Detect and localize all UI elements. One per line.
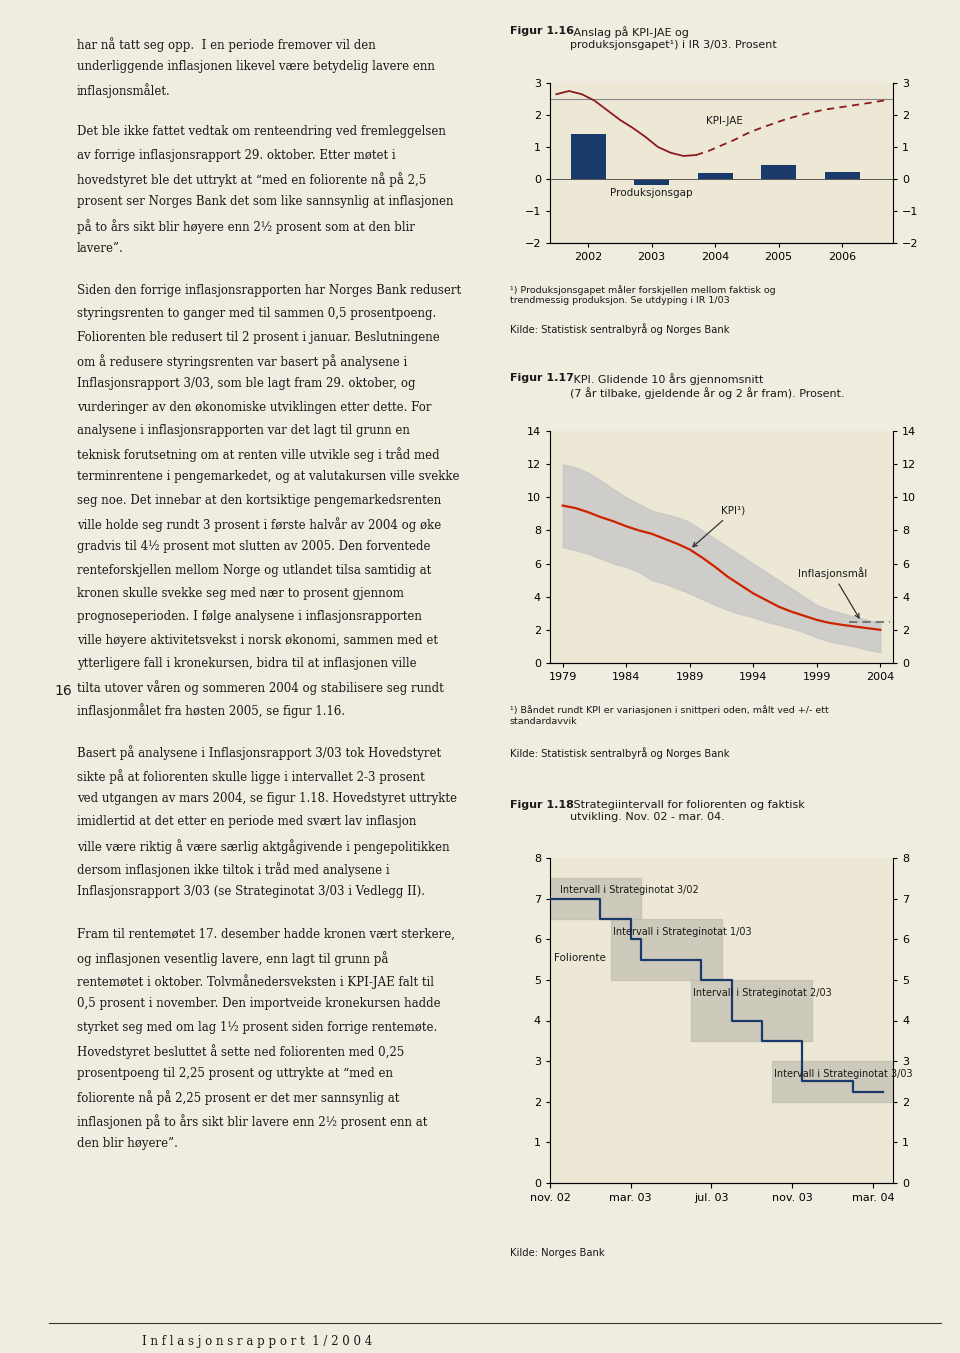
Text: 0,5 prosent i november. Den importveide kronekursen hadde: 0,5 prosent i november. Den importveide … xyxy=(77,997,441,1011)
Text: rentemøtet i oktober. Tolvmånedersveksten i KPI-JAE falt til: rentemøtet i oktober. Tolvmånedersvekste… xyxy=(77,974,434,989)
Text: renteforskjellen mellom Norge og utlandet tilsa samtidig at: renteforskjellen mellom Norge og utlande… xyxy=(77,564,431,576)
Text: Anslag på KPI-JAE og
produksjonsgapet¹) i IR 3/03. Prosent: Anslag på KPI-JAE og produksjonsgapet¹) … xyxy=(569,26,777,50)
Text: analysene i inflasjonsrapporten var det lagt til grunn en: analysene i inflasjonsrapporten var det … xyxy=(77,423,410,437)
Bar xyxy=(825,172,859,179)
Text: har nå tatt seg opp.  I en periode fremover vil den: har nå tatt seg opp. I en periode fremov… xyxy=(77,37,375,51)
Text: inflasjonen på to års sikt blir lavere enn 2½ prosent enn at: inflasjonen på to års sikt blir lavere e… xyxy=(77,1114,427,1128)
Text: ville holde seg rundt 3 prosent i første halvår av 2004 og øke: ville holde seg rundt 3 prosent i første… xyxy=(77,517,442,532)
Text: Inflasjonsmål: Inflasjonsmål xyxy=(798,567,867,618)
Text: gradvis til 4½ prosent mot slutten av 2005. Den forventede: gradvis til 4½ prosent mot slutten av 20… xyxy=(77,540,430,553)
Text: Figur 1.17: Figur 1.17 xyxy=(510,373,573,383)
Text: på to års sikt blir høyere enn 2½ prosent som at den blir: på to års sikt blir høyere enn 2½ prosen… xyxy=(77,219,415,234)
Text: vurderinger av den økonomiske utviklingen etter dette. For: vurderinger av den økonomiske utviklinge… xyxy=(77,400,431,414)
Text: og inflasjonen vesentlig lavere, enn lagt til grunn på: og inflasjonen vesentlig lavere, enn lag… xyxy=(77,951,389,966)
Text: Figur 1.16: Figur 1.16 xyxy=(510,26,574,37)
Text: imidlertid at det etter en periode med svært lav inflasjon: imidlertid at det etter en periode med s… xyxy=(77,816,417,828)
Bar xyxy=(698,173,732,179)
Text: ville være riktig å være særlig aktgågivende i pengepolitikken: ville være riktig å være særlig aktgågiv… xyxy=(77,839,449,854)
Text: KPI-JAE: KPI-JAE xyxy=(706,116,742,126)
Text: seg noe. Det innebar at den kortsiktige pengemarkedsrenten: seg noe. Det innebar at den kortsiktige … xyxy=(77,494,442,507)
Text: Det ble ikke fattet vedtak om renteendring ved fremleggelsen: Det ble ikke fattet vedtak om renteendri… xyxy=(77,126,445,138)
Bar xyxy=(761,165,796,179)
Text: Basert på analysene i Inflasjonsrapport 3/03 tok Hovedstyret: Basert på analysene i Inflasjonsrapport … xyxy=(77,746,442,760)
Text: Siden den forrige inflasjonsrapporten har Norges Bank redusert: Siden den forrige inflasjonsrapporten ha… xyxy=(77,284,461,298)
Text: ville høyere aktivitetsvekst i norsk økonomi, sammen med et: ville høyere aktivitetsvekst i norsk øko… xyxy=(77,633,438,647)
Bar xyxy=(570,134,606,179)
Text: foliorente nå på 2,25 prosent er det mer sannsynlig at: foliorente nå på 2,25 prosent er det mer… xyxy=(77,1091,399,1105)
Text: Inflasjonsrapport 3/03, som ble lagt fram 29. oktober, og: Inflasjonsrapport 3/03, som ble lagt fra… xyxy=(77,377,416,390)
Text: ved utgangen av mars 2004, se figur 1.18. Hovedstyret uttrykte: ved utgangen av mars 2004, se figur 1.18… xyxy=(77,792,457,805)
Text: 16: 16 xyxy=(55,685,72,698)
Text: om å redusere styringsrenten var basert på analysene i: om å redusere styringsrenten var basert … xyxy=(77,354,407,369)
Text: tilta utover våren og sommeren 2004 og stabilisere seg rundt: tilta utover våren og sommeren 2004 og s… xyxy=(77,681,444,695)
Text: Kilde: Norges Bank: Kilde: Norges Bank xyxy=(510,1249,605,1258)
Text: Foliorente: Foliorente xyxy=(554,953,606,962)
Text: Produksjonsgap: Produksjonsgap xyxy=(611,188,693,198)
Text: styringsrenten to ganger med til sammen 0,5 prosentpoeng.: styringsrenten to ganger med til sammen … xyxy=(77,307,436,321)
Text: Hovedstyret besluttet å sette ned foliorenten med 0,25: Hovedstyret besluttet å sette ned folior… xyxy=(77,1045,404,1059)
Text: Foliorenten ble redusert til 2 prosent i januar. Beslutningene: Foliorenten ble redusert til 2 prosent i… xyxy=(77,330,440,344)
Text: av forrige inflasjonsrapport 29. oktober. Etter møtet i: av forrige inflasjonsrapport 29. oktober… xyxy=(77,149,396,162)
Text: teknisk forutsetning om at renten ville utvikle seg i tråd med: teknisk forutsetning om at renten ville … xyxy=(77,446,440,461)
Text: inflasjonmålet fra høsten 2005, se figur 1.16.: inflasjonmålet fra høsten 2005, se figur… xyxy=(77,704,346,718)
Text: den blir høyere”.: den blir høyere”. xyxy=(77,1137,178,1150)
Text: prosentpoeng til 2,25 prosent og uttrykte at “med en: prosentpoeng til 2,25 prosent og uttrykt… xyxy=(77,1068,393,1080)
Text: Fram til rentemøtet 17. desember hadde kronen vært sterkere,: Fram til rentemøtet 17. desember hadde k… xyxy=(77,927,455,940)
Text: Intervall i Strateginotat 3/02: Intervall i Strateginotat 3/02 xyxy=(560,885,699,894)
Text: inflasjonsmålet.: inflasjonsmålet. xyxy=(77,84,171,99)
Text: Intervall i Strateginotat 1/03: Intervall i Strateginotat 1/03 xyxy=(612,927,751,938)
Text: Intervall i Strateginotat 2/03: Intervall i Strateginotat 2/03 xyxy=(693,988,832,999)
Text: Intervall i Strateginotat 3/03: Intervall i Strateginotat 3/03 xyxy=(774,1069,913,1080)
Bar xyxy=(635,179,669,185)
Text: lavere”.: lavere”. xyxy=(77,242,124,254)
Text: Kilde: Statistisk sentralbyrå og Norges Bank: Kilde: Statistisk sentralbyrå og Norges … xyxy=(510,747,730,759)
Text: kronen skulle svekke seg med nær to prosent gjennom: kronen skulle svekke seg med nær to pros… xyxy=(77,587,404,599)
Text: dersom inflasjonen ikke tiltok i tråd med analysene i: dersom inflasjonen ikke tiltok i tråd me… xyxy=(77,862,390,877)
Text: ¹) Båndet rundt KPI er variasjonen i snittperi oden, målt ved +/- ett
standardav: ¹) Båndet rundt KPI er variasjonen i sni… xyxy=(510,705,828,725)
Text: Kilde: Statistisk sentralbyrå og Norges Bank: Kilde: Statistisk sentralbyrå og Norges … xyxy=(510,323,730,334)
Text: sikte på at foliorenten skulle ligge i intervallet 2-3 prosent: sikte på at foliorenten skulle ligge i i… xyxy=(77,769,424,783)
Text: prosent ser Norges Bank det som like sannsynlig at inflasjonen: prosent ser Norges Bank det som like san… xyxy=(77,195,453,208)
Text: Strategiintervall for foliorenten og faktisk
utvikling. Nov. 02 - mar. 04.: Strategiintervall for foliorenten og fak… xyxy=(569,800,804,821)
Text: ytterligere fall i kronekursen, bidra til at inflasjonen ville: ytterligere fall i kronekursen, bidra ti… xyxy=(77,658,417,670)
Text: terminrentene i pengemarkedet, og at valutakursen ville svekke: terminrentene i pengemarkedet, og at val… xyxy=(77,471,460,483)
Text: Inflasjonsrapport 3/03 (se Strateginotat 3/03 i Vedlegg II).: Inflasjonsrapport 3/03 (se Strateginotat… xyxy=(77,885,425,898)
Text: Figur 1.18: Figur 1.18 xyxy=(510,800,573,810)
Text: I n f l a s j o n s r a p p o r t  1 / 2 0 0 4: I n f l a s j o n s r a p p o r t 1 / 2 … xyxy=(141,1334,372,1348)
Text: styrket seg med om lag 1½ prosent siden forrige rentemøte.: styrket seg med om lag 1½ prosent siden … xyxy=(77,1020,437,1034)
Text: ¹) Produksjonsgapet måler forskjellen mellom faktisk og
trendmessig produksjon. : ¹) Produksjonsgapet måler forskjellen me… xyxy=(510,285,776,304)
Text: KPI. Glidende 10 års gjennomsnitt
(7 år tilbake, gjeldende år og 2 år fram). Pro: KPI. Glidende 10 års gjennomsnitt (7 år … xyxy=(569,373,844,399)
Text: KPI¹): KPI¹) xyxy=(693,506,746,547)
Text: underliggende inflasjonen likevel være betydelig lavere enn: underliggende inflasjonen likevel være b… xyxy=(77,61,435,73)
Text: hovedstyret ble det uttrykt at “med en foliorente nå på 2,5: hovedstyret ble det uttrykt at “med en f… xyxy=(77,172,426,187)
Text: prognoseperioden. I følge analysene i inflasjonsrapporten: prognoseperioden. I følge analysene i in… xyxy=(77,610,421,624)
